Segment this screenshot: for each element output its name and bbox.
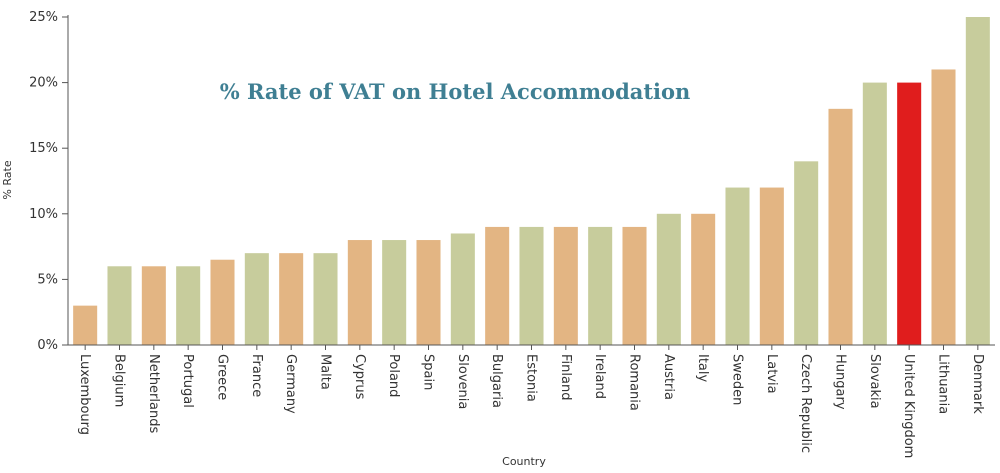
bar-germany [279, 253, 304, 345]
y-axis-title: % Rate [1, 160, 14, 199]
bar-denmark [965, 17, 990, 345]
bars-group [73, 17, 990, 345]
bar-luxembourg [73, 305, 98, 345]
bar-slovakia [862, 82, 887, 345]
x-category-label: Germany [283, 354, 298, 414]
y-axis: 0% 5% 10% 15% 20% 25% [29, 10, 69, 353]
x-category-label: Austria [661, 354, 676, 400]
bar-france [244, 253, 269, 345]
x-category-label: Slovenia [455, 354, 470, 409]
x-axis-title: Country [502, 455, 546, 468]
y-tick-label: 0% [37, 338, 58, 353]
x-category-label: Malta [318, 354, 333, 390]
x-category-label: Portugal [180, 354, 195, 408]
bar-cyprus [347, 240, 372, 345]
x-category-label: Poland [386, 354, 401, 397]
x-category-label: Sweden [730, 354, 745, 405]
bar-italy [691, 213, 716, 345]
bar-portugal [176, 266, 201, 345]
x-category-label: Cyprus [352, 354, 367, 400]
y-tick-label: 10% [29, 207, 58, 222]
x-category-label: Spain [421, 354, 436, 390]
bar-hungary [828, 108, 853, 345]
bar-czech-republic [794, 161, 819, 345]
bar-estonia [519, 226, 544, 345]
bar-finland [553, 226, 578, 345]
bar-malta [313, 253, 338, 345]
y-tick-label: 25% [29, 10, 58, 25]
x-category-label: United Kingdom [901, 354, 916, 458]
x-category-label: Latvia [764, 354, 779, 394]
bar-belgium [107, 266, 132, 345]
x-category-label: Hungary [833, 354, 848, 410]
chart-title: % Rate of VAT on Hotel Accommodation [220, 79, 691, 104]
x-category-label: Czech Republic [798, 354, 813, 453]
y-tick-label: 5% [37, 272, 58, 287]
bar-romania [622, 226, 647, 345]
bar-bulgaria [485, 226, 510, 345]
x-category-label: Lithuania [936, 354, 951, 414]
bar-ireland [588, 226, 613, 345]
x-category-label: Denmark [970, 354, 985, 414]
bar-spain [416, 240, 441, 345]
x-category-label: Estonia [524, 354, 539, 402]
x-category-label: Romania [627, 354, 642, 411]
x-category-label: Greece [215, 354, 230, 400]
bar-poland [382, 240, 407, 345]
bar-slovenia [450, 233, 475, 345]
bar-netherlands [141, 266, 166, 345]
x-category-label: Ireland [592, 354, 607, 399]
x-category-label: Belgium [112, 354, 127, 407]
bar-united-kingdom [897, 82, 922, 345]
bar-lithuania [931, 69, 956, 345]
bar-sweden [725, 187, 750, 345]
x-category-label: Finland [558, 354, 573, 400]
x-category-label: Luxembourg [77, 354, 92, 435]
x-category-label: Italy [695, 354, 710, 383]
x-axis: Luxembourg Belgium Netherlands Portugal Gree… [68, 344, 995, 458]
x-category-label: Netherlands [146, 354, 161, 433]
x-category-label: Bulgaria [489, 354, 504, 408]
bar-austria [656, 213, 681, 345]
y-tick-label: 15% [29, 141, 58, 156]
x-category-label: Slovakia [867, 354, 882, 409]
y-tick-label: 20% [29, 76, 58, 91]
x-category-label: France [249, 354, 264, 397]
bar-latvia [759, 187, 784, 345]
bar-greece [210, 259, 235, 345]
